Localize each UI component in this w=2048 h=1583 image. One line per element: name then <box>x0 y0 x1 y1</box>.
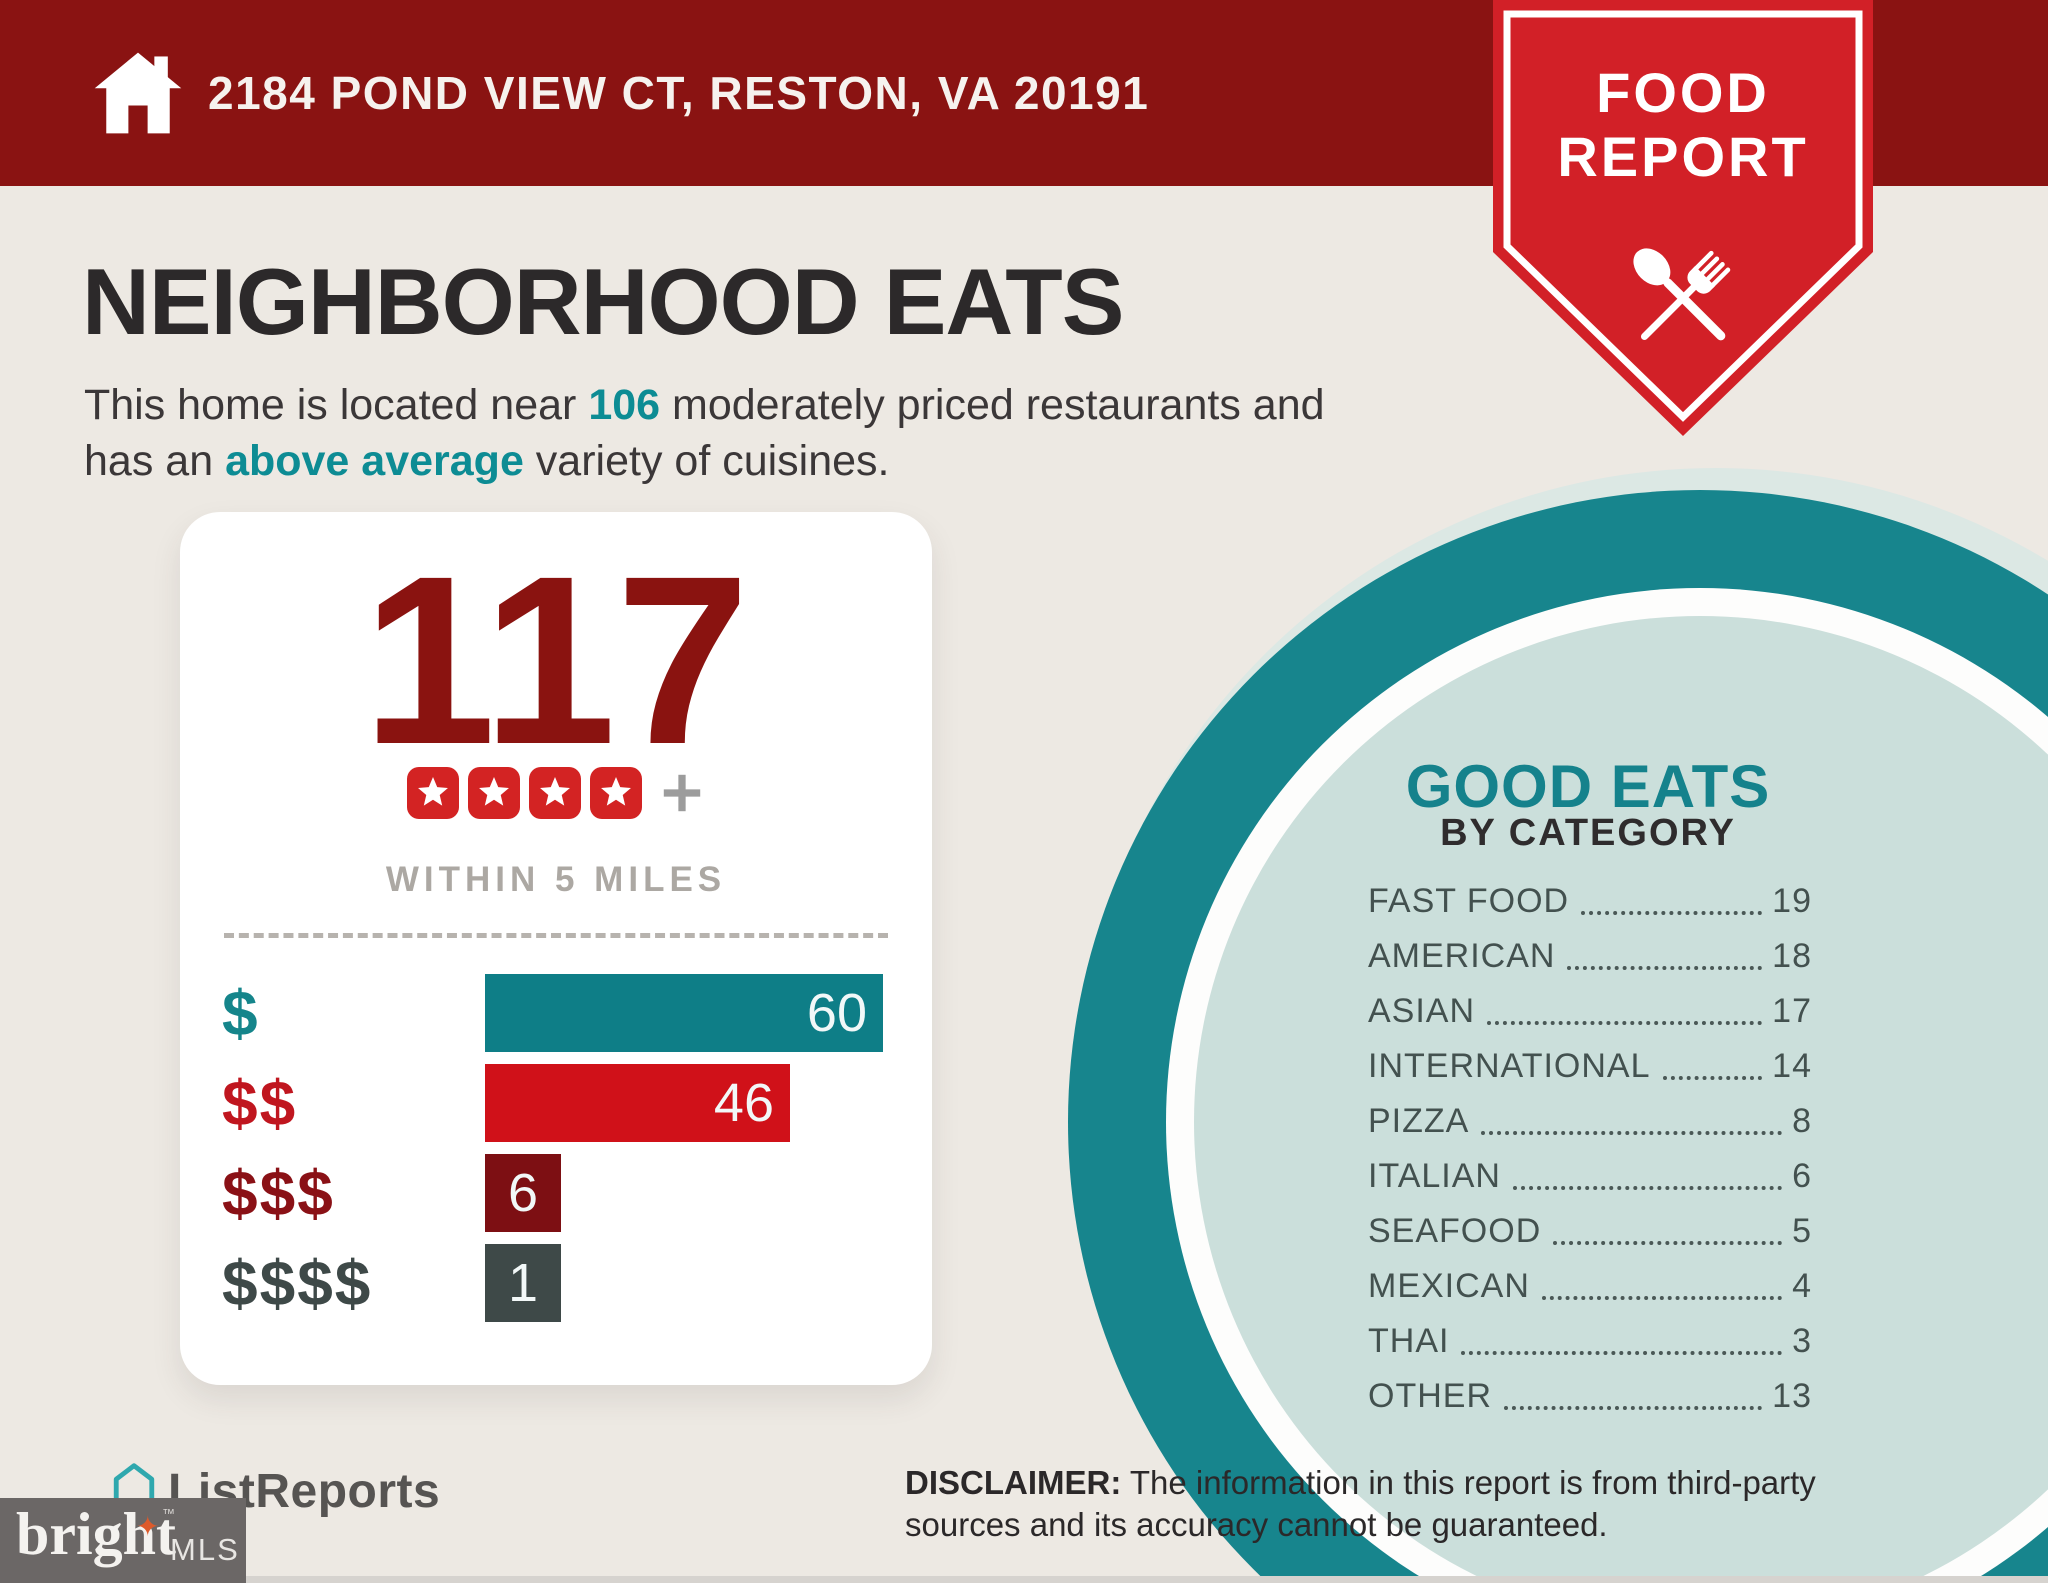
category-leader-dots <box>1504 1406 1763 1410</box>
category-row: ITALIAN 6 <box>1368 1149 1812 1204</box>
category-label: ASIAN <box>1368 992 1476 1030</box>
price-label: $$ <box>222 1067 298 1139</box>
sparkle-icon: ✦ <box>136 1511 160 1542</box>
category-label: ITALIAN <box>1368 1157 1501 1195</box>
price-row: $$ 46 <box>180 1064 932 1142</box>
category-label: PIZZA <box>1368 1102 1470 1140</box>
star-rating <box>180 767 932 819</box>
price-label: $ <box>222 977 260 1049</box>
category-leader-dots <box>1541 1296 1783 1300</box>
bright-wordmark: bright <box>16 1501 177 1567</box>
ribbon-title-line2: REPORT <box>1557 125 1808 188</box>
good-eats-title: GOOD EATS <box>1405 753 1771 820</box>
category-value: 17 <box>1772 992 1812 1030</box>
category-leader-dots <box>1512 1186 1783 1190</box>
property-address: 2184 POND VIEW CT, RESTON, VA 20191 <box>208 67 1150 119</box>
category-value: 3 <box>1792 1322 1812 1360</box>
category-value: 6 <box>1792 1157 1812 1195</box>
dashed-divider <box>224 933 888 938</box>
price-row: $$$ 6 <box>180 1154 932 1232</box>
category-row: PIZZA 8 <box>1368 1094 1812 1149</box>
category-leader-dots <box>1487 1021 1763 1025</box>
disclaimer: DISCLAIMER: The information in this repo… <box>905 1462 1895 1546</box>
category-label: THAI <box>1368 1322 1450 1360</box>
category-leader-dots <box>1481 1131 1783 1135</box>
bottom-strip <box>0 1576 2048 1583</box>
yelp-star-icon <box>468 767 520 819</box>
category-row: SEAFOOD 5 <box>1368 1204 1812 1259</box>
category-value: 19 <box>1772 882 1812 920</box>
yelp-star-icon <box>590 767 642 819</box>
price-bar: 6 <box>485 1154 561 1232</box>
price-label: $$$$ <box>222 1247 373 1319</box>
category-value: 5 <box>1792 1212 1812 1250</box>
variety-highlight: above average <box>225 436 524 485</box>
total-restaurant-count: 117 <box>362 526 750 794</box>
bright-mls-badge: bright ✦ ™ MLS <box>0 1498 246 1583</box>
stats-card: 117 WITHIN 5 MILES $60 $$ 46 $$$ 6 $$$$ 1 <box>180 512 932 1385</box>
category-label: FAST FOOD <box>1368 882 1570 920</box>
category-label: OTHER <box>1368 1377 1492 1415</box>
circle-mint-fill <box>1194 616 2048 1583</box>
price-bar-value: 46 <box>713 1073 774 1133</box>
category-leader-dots <box>1581 911 1763 915</box>
category-label: INTERNATIONAL <box>1368 1047 1651 1085</box>
category-row: FAST FOOD 19 <box>1368 874 1812 929</box>
plus-icon <box>663 774 701 812</box>
price-bar-value: 60 <box>806 983 867 1043</box>
utensils-icon <box>1633 248 1731 341</box>
intro-text: This home is located near 106 moderately… <box>84 378 1484 490</box>
category-label: MEXICAN <box>1368 1267 1530 1305</box>
price-row: $$$$ 1 <box>180 1244 932 1322</box>
yelp-star-icon <box>407 767 459 819</box>
category-label: SEAFOOD <box>1368 1212 1542 1250</box>
price-bar-chart: $60 $$ 46 $$$ 6 $$$$ 1 <box>180 974 932 1334</box>
price-label: $$$ <box>222 1157 335 1229</box>
category-value: 4 <box>1792 1267 1812 1305</box>
yelp-star-icon <box>529 767 581 819</box>
ribbon-title-line1: FOOD <box>1596 61 1770 124</box>
category-row: THAI 3 <box>1368 1314 1812 1369</box>
category-label: AMERICAN <box>1368 937 1556 975</box>
trademark-symbol: ™ <box>162 1506 175 1521</box>
category-row: OTHER 13 <box>1368 1369 1812 1424</box>
category-value: 13 <box>1772 1377 1812 1415</box>
good-eats-subtitle: BY CATEGORY <box>1440 812 1736 854</box>
page-title: NEIGHBORHOOD EATS <box>82 249 1124 354</box>
price-bar: 1 <box>485 1244 561 1322</box>
category-value: 18 <box>1772 937 1812 975</box>
disclaimer-text: The information in this report is from t… <box>905 1464 1816 1543</box>
category-value: 8 <box>1792 1102 1812 1140</box>
mls-label: MLS <box>170 1532 240 1567</box>
restaurant-count-highlight: 106 <box>588 381 661 429</box>
price-row: $60 <box>180 974 932 1052</box>
category-leader-dots <box>1567 966 1763 970</box>
price-bar-value: 6 <box>507 1163 539 1223</box>
category-row: INTERNATIONAL 14 <box>1368 1039 1812 1094</box>
category-row: MEXICAN 4 <box>1368 1259 1812 1314</box>
food-report-ribbon: FOOD REPORT <box>1493 0 1873 436</box>
disclaimer-label: DISCLAIMER: <box>905 1464 1122 1501</box>
category-value: 14 <box>1772 1047 1812 1085</box>
category-row: ASIAN 17 <box>1368 984 1812 1039</box>
price-bar: 60 <box>485 974 883 1052</box>
intro-line1: This home is located near 106 moderately… <box>84 381 1325 429</box>
category-list: FAST FOOD 19 AMERICAN 18 ASIAN 17 INTERNATIONA… <box>1368 874 1812 1424</box>
price-bar-value: 1 <box>507 1253 539 1313</box>
price-bar: 46 <box>485 1064 790 1142</box>
intro-line2: has an above average variety of cuisines… <box>84 436 890 485</box>
category-leader-dots <box>1553 1241 1783 1245</box>
category-leader-dots <box>1662 1076 1763 1080</box>
category-leader-dots <box>1461 1351 1783 1355</box>
radius-label: WITHIN 5 MILES <box>385 860 727 899</box>
category-row: AMERICAN 18 <box>1368 929 1812 984</box>
home-icon <box>94 52 182 134</box>
